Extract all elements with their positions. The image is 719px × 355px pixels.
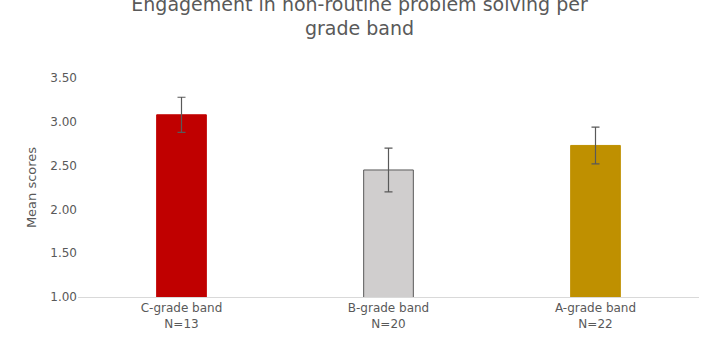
svg-text:1.50: 1.50 bbox=[50, 246, 77, 260]
svg-text:B-grade bandN=20: B-grade bandN=20 bbox=[348, 301, 429, 331]
svg-text:A-grade bandN=22: A-grade bandN=22 bbox=[555, 301, 636, 331]
svg-text:3.50: 3.50 bbox=[50, 71, 77, 85]
svg-text:2.00: 2.00 bbox=[50, 203, 77, 217]
svg-text:2.50: 2.50 bbox=[50, 159, 77, 173]
svg-text:3.00: 3.00 bbox=[50, 115, 77, 129]
svg-text:Mean scores: Mean scores bbox=[24, 147, 39, 228]
svg-text:1.00: 1.00 bbox=[50, 290, 77, 304]
svg-text:Engagement in non-routine prob: Engagement in non-routine problem solvin… bbox=[131, 0, 588, 39]
svg-text:C-grade bandN=13: C-grade bandN=13 bbox=[141, 301, 223, 331]
